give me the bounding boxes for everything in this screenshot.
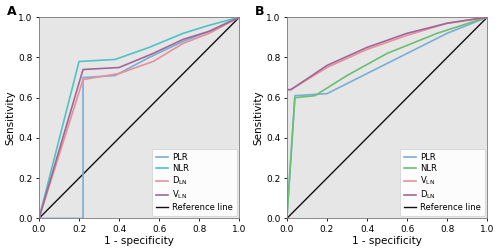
Text: B: B [255,5,264,18]
Legend: PLR, NLR, D$_{\mathregular{LN}}$, V$_{\mathregular{LN}}$, Reference line: PLR, NLR, D$_{\mathregular{LN}}$, V$_{\m… [152,149,237,216]
Text: A: A [7,5,16,18]
Y-axis label: Sensitivity: Sensitivity [254,90,264,145]
Legend: PLR, NLR, V$_{\mathregular{LN}}$, D$_{\mathregular{LN}}$, Reference line: PLR, NLR, V$_{\mathregular{LN}}$, D$_{\m… [400,149,485,216]
X-axis label: 1 - specificity: 1 - specificity [104,236,174,246]
X-axis label: 1 - specificity: 1 - specificity [352,236,422,246]
Y-axis label: Sensitivity: Sensitivity [6,90,16,145]
